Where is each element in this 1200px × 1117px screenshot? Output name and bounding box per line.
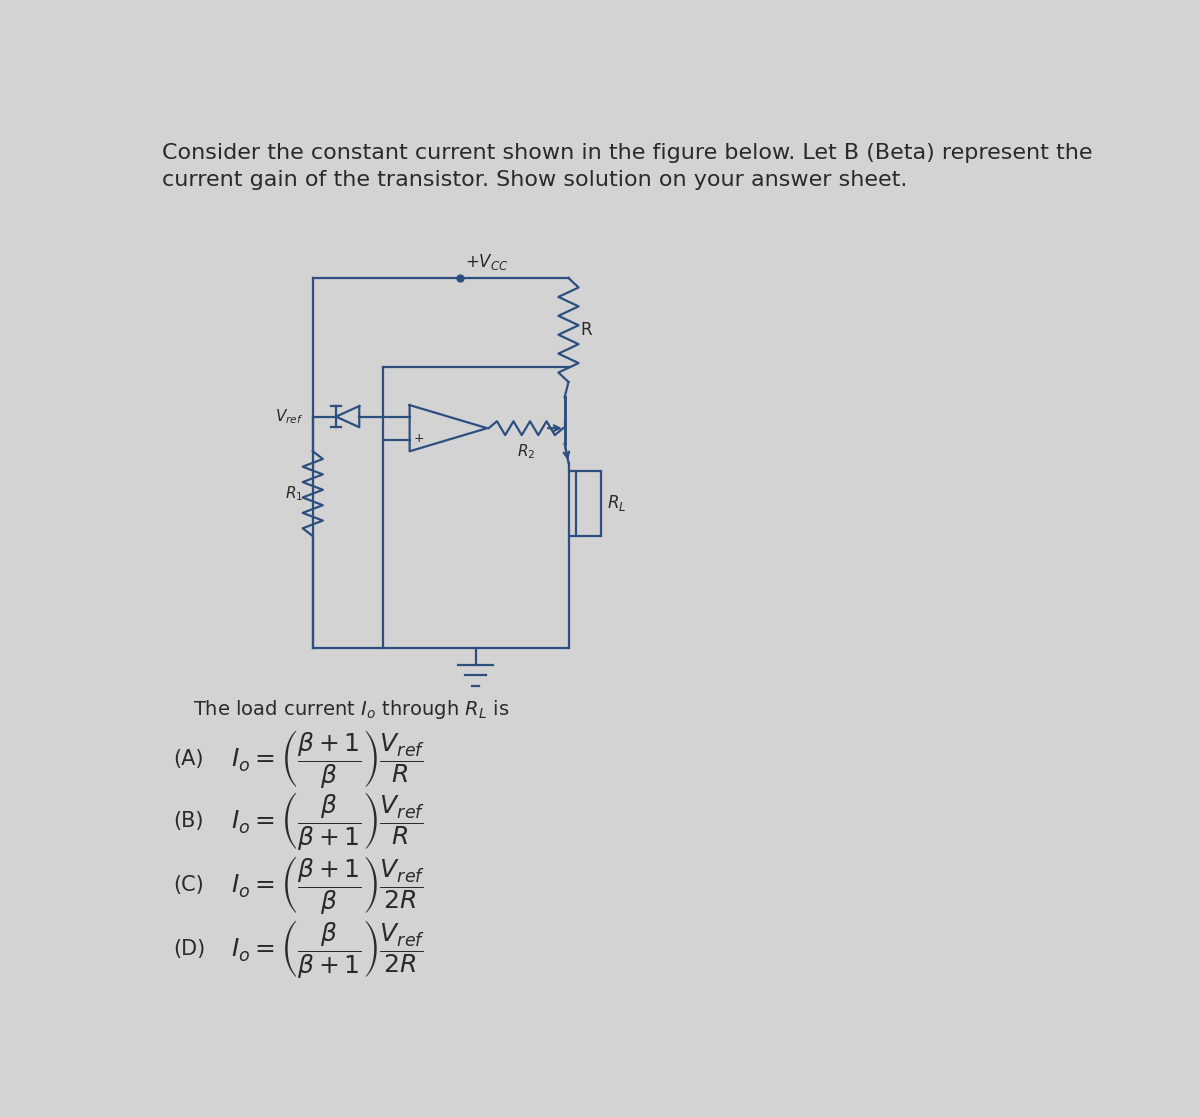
Text: (C): (C) [173, 875, 204, 895]
Text: R: R [580, 321, 592, 338]
Text: $I_o = \left(\dfrac{\beta}{\beta+1}\right)\dfrac{V_{ref}}{2R}$: $I_o = \left(\dfrac{\beta}{\beta+1}\righ… [232, 918, 426, 981]
Text: (A): (A) [173, 750, 204, 770]
Text: $+V_{CC}$: $+V_{CC}$ [466, 251, 509, 271]
Text: $V_{ref}$: $V_{ref}$ [275, 408, 304, 426]
Text: The load current $I_o$ through $R_L$ is: The load current $I_o$ through $R_L$ is [193, 698, 509, 720]
Text: $R_2$: $R_2$ [517, 442, 535, 460]
Text: (B): (B) [173, 811, 204, 831]
Text: $I_o = \left(\dfrac{\beta+1}{\beta}\right)\dfrac{V_{ref}}{2R}$: $I_o = \left(\dfrac{\beta+1}{\beta}\righ… [232, 853, 426, 916]
Bar [576, 470, 601, 536]
Text: $I_o = \left(\dfrac{\beta+1}{\beta}\right)\dfrac{V_{ref}}{R}$: $I_o = \left(\dfrac{\beta+1}{\beta}\righ… [232, 728, 426, 791]
Text: $R_L$: $R_L$ [607, 494, 626, 513]
Text: $R_1$: $R_1$ [286, 485, 304, 503]
Text: $I_o = \left(\dfrac{\beta}{\beta+1}\right)\dfrac{V_{ref}}{R}$: $I_o = \left(\dfrac{\beta}{\beta+1}\righ… [232, 790, 426, 852]
Text: (D): (D) [173, 939, 205, 960]
Text: Consider the constant current shown in the figure below. Let B (Beta) represent : Consider the constant current shown in t… [162, 143, 1092, 163]
Text: current gain of the transistor. Show solution on your answer sheet.: current gain of the transistor. Show sol… [162, 170, 907, 190]
Text: +: + [414, 431, 424, 445]
